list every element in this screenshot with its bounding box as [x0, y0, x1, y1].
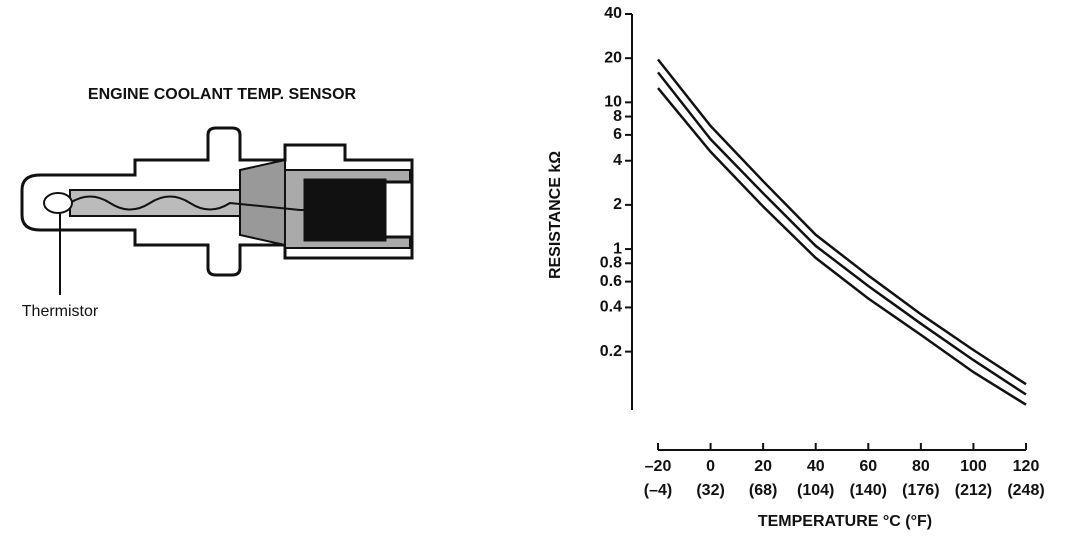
y-tick-label: 0.8: [600, 254, 622, 271]
x-tick-sublabel: (140): [850, 482, 887, 499]
x-tick-label: 0: [706, 458, 715, 475]
y-tick-label: 6: [613, 126, 622, 143]
x-tick-label: 60: [859, 458, 877, 475]
y-tick-label: 40: [604, 5, 622, 22]
sensor-title: ENGINE COOLANT TEMP. SENSOR: [88, 86, 357, 103]
sensor-drawing: [20, 126, 414, 295]
x-tick-label: 80: [912, 458, 930, 475]
x-axis-title: TEMPERATURE °C (°F): [758, 513, 932, 530]
y-tick-label: 0.6: [600, 273, 622, 290]
x-tick-sublabel: (68): [749, 482, 777, 499]
thermistor-label: Thermistor: [22, 303, 99, 320]
y-tick-label: 0.4: [600, 299, 622, 316]
x-tick-label: –20: [645, 458, 672, 475]
curve: [657, 71, 1027, 396]
y-tick-label: 1: [613, 240, 622, 257]
y-axis-title: RESISTANCE kΩ: [547, 151, 564, 279]
y-tick-label: 10: [604, 94, 622, 111]
y-tick-label: 2: [613, 196, 622, 213]
y-tick-label: 8: [613, 108, 622, 125]
curve: [657, 87, 1027, 406]
x-tick-label: 100: [960, 458, 987, 475]
x-tick-label: 120: [1013, 458, 1040, 475]
y-tick-label: 0.2: [600, 343, 622, 360]
x-tick-label: 40: [807, 458, 825, 475]
x-tick-sublabel: (–4): [644, 482, 672, 499]
x-tick-sublabel: (176): [902, 482, 939, 499]
curve: [657, 58, 1027, 386]
x-tick-label: 20: [754, 458, 772, 475]
y-tick-label: 4: [613, 152, 622, 169]
x-tick-sublabel: (212): [955, 482, 992, 499]
x-tick-sublabel: (32): [696, 482, 724, 499]
x-tick-sublabel: (248): [1007, 482, 1044, 499]
y-tick-label: 20: [604, 49, 622, 66]
x-tick-sublabel: (104): [797, 482, 834, 499]
